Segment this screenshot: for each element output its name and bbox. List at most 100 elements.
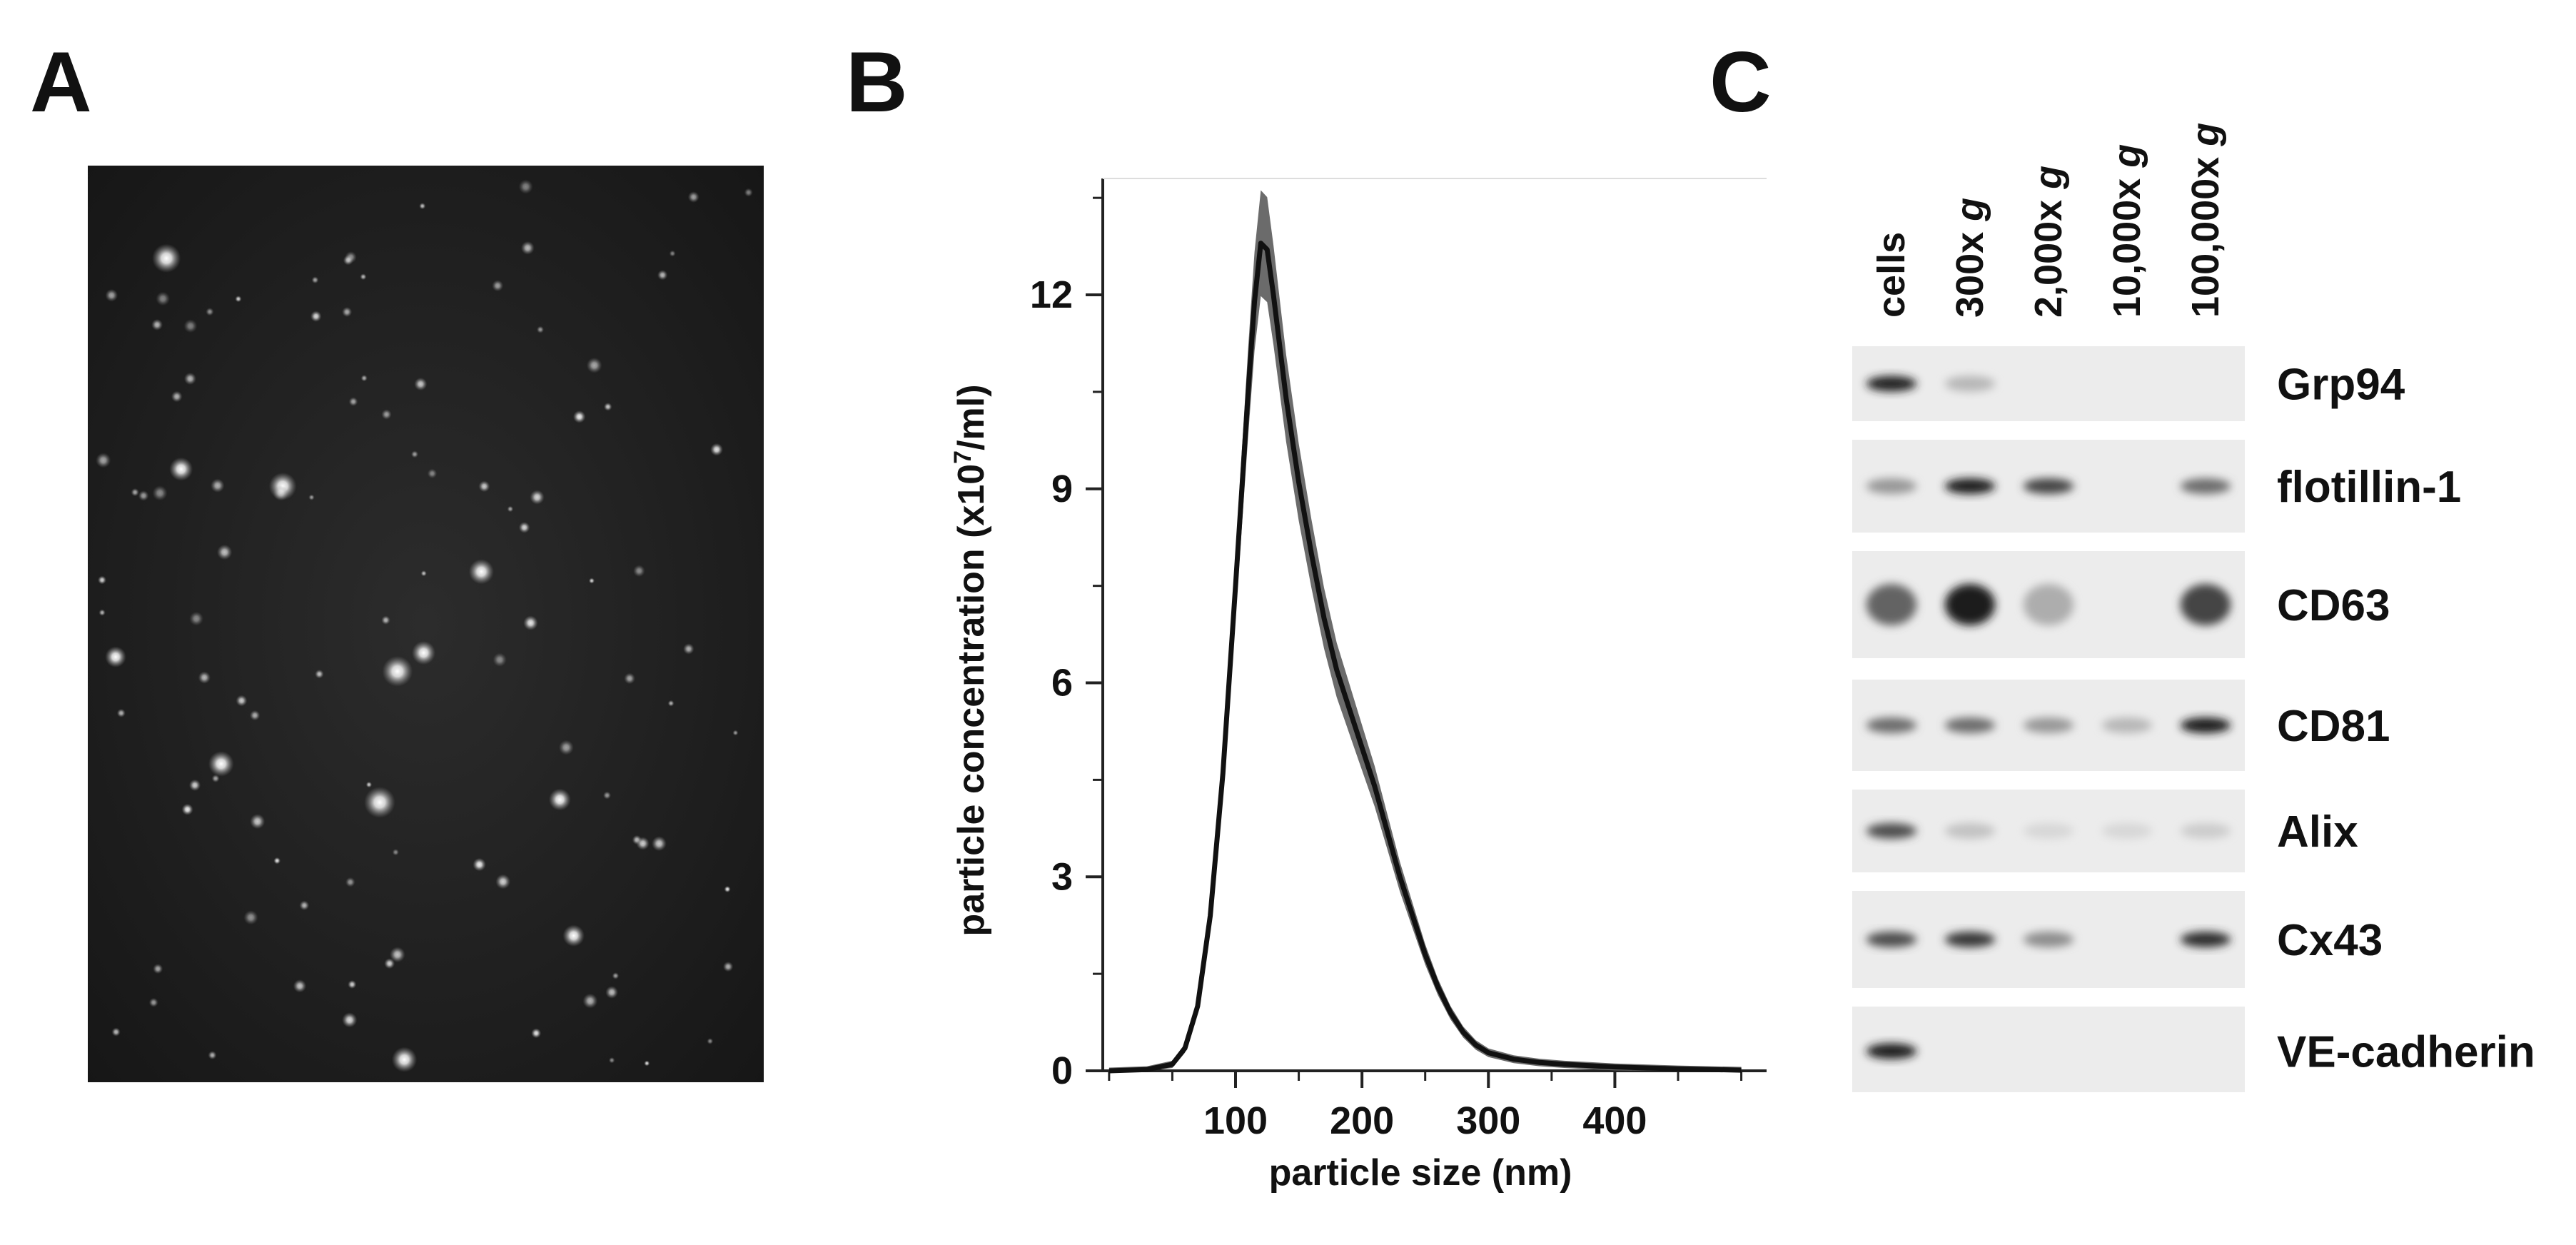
particle-spot xyxy=(365,781,373,788)
particle-spot xyxy=(414,377,428,391)
particle-spot xyxy=(382,656,413,687)
particle-spot xyxy=(520,241,535,255)
x-ticks: 100 200 300 400 xyxy=(1108,1071,1743,1142)
blot-band xyxy=(2023,717,2074,733)
particle-spot xyxy=(384,958,395,969)
x-tick-label: 400 xyxy=(1582,1099,1647,1142)
blot-band xyxy=(1866,932,1917,947)
particle-spot xyxy=(99,609,106,616)
particle-spot xyxy=(582,993,598,1009)
particle-spot xyxy=(216,544,233,560)
particle-spot xyxy=(605,986,618,999)
blot-row: CD81 xyxy=(1852,680,2390,771)
particle-spot xyxy=(518,522,530,533)
particle-spot xyxy=(153,964,163,974)
particle-spot xyxy=(636,837,650,850)
particle-spot xyxy=(493,652,507,667)
particle-spot xyxy=(381,409,392,420)
blot-band xyxy=(1866,478,1917,494)
particle-spot xyxy=(151,318,163,331)
band-label: Cx43 xyxy=(2277,916,2383,965)
particle-spot xyxy=(189,611,203,626)
particle-spot xyxy=(633,565,645,578)
blot-band xyxy=(2101,823,2153,839)
particle-spot xyxy=(348,397,358,406)
y-ticks: 0 3 6 9 12 xyxy=(1030,196,1103,1092)
particle-spot xyxy=(342,306,353,318)
particle-spot xyxy=(683,643,694,655)
particle-spot xyxy=(236,695,248,707)
band-label: flotillin-1 xyxy=(2277,463,2461,512)
particle-spot xyxy=(148,997,158,1007)
particle-spot xyxy=(608,1057,615,1064)
y-axis-title: particle concentration (x107/ml) xyxy=(949,384,992,936)
particle-spot xyxy=(249,710,261,721)
particle-spot xyxy=(651,836,667,852)
particle-spot xyxy=(208,751,234,777)
x-tick-label: 100 xyxy=(1203,1099,1268,1142)
blot-band xyxy=(1866,1043,1917,1059)
particle-spot xyxy=(478,480,490,493)
blot-band xyxy=(2023,932,2074,947)
particle-spot xyxy=(111,1027,121,1037)
particle-spot xyxy=(311,276,319,284)
particle-spot xyxy=(138,490,149,501)
particle-spot xyxy=(250,814,266,830)
particle-spot xyxy=(419,203,426,210)
panel-label-a: A xyxy=(30,34,92,130)
blot-band xyxy=(2180,478,2231,494)
blot-row: flotillin-1 xyxy=(1852,440,2461,533)
particle-spot xyxy=(492,280,504,292)
particle-spot xyxy=(381,615,390,625)
y-tick-label: 0 xyxy=(1051,1049,1073,1092)
particle-spot xyxy=(707,1038,714,1044)
western-blot: cells 300x g 2,000x g 10,000x g 100,000x g G… xyxy=(1852,123,2535,1092)
particle-spot xyxy=(293,979,307,993)
particle-spot xyxy=(299,900,310,911)
blot-band xyxy=(2180,823,2231,839)
particle-spot xyxy=(273,857,281,865)
size-distribution-chart: 0 3 6 9 12 100 200 300 400 particle size (nm) p… xyxy=(949,178,1767,1194)
particle-spot xyxy=(116,708,126,718)
particle-spot xyxy=(183,319,198,333)
particle-spot xyxy=(152,485,168,501)
blot-band xyxy=(1944,932,1996,947)
blot-band xyxy=(1944,584,1996,625)
particle-spot xyxy=(410,450,419,458)
particle-spot xyxy=(523,615,538,630)
particle-spot xyxy=(156,291,171,306)
particle-spot xyxy=(710,443,723,456)
particle-spot xyxy=(588,578,595,584)
blot-band xyxy=(1944,375,1996,392)
particle-spot xyxy=(308,494,315,500)
blot-strip xyxy=(1852,1007,2245,1092)
particle-spot xyxy=(531,1028,542,1039)
y-tick-label: 12 xyxy=(1030,273,1073,316)
particle-spot xyxy=(507,505,514,513)
particle-spot xyxy=(732,730,739,736)
blot-band xyxy=(2023,478,2074,494)
blot-band xyxy=(1866,717,1917,733)
particle-spot xyxy=(657,270,668,281)
particle-spot xyxy=(183,372,196,385)
particle-spot xyxy=(558,740,574,755)
particle-spot xyxy=(169,457,193,481)
blot-strips: Grp94 flotillin-1 CD63 CD81 Alix Cx43 VE-cadhe… xyxy=(1852,346,2535,1092)
band-label: Grp94 xyxy=(2277,361,2405,410)
particle-spot xyxy=(495,874,511,889)
particle-spot xyxy=(105,646,126,667)
particle-spot xyxy=(360,375,368,382)
particle-spot xyxy=(310,311,322,322)
particle-spot xyxy=(188,779,201,792)
particle-spot xyxy=(518,179,533,194)
blot-band xyxy=(2180,584,2231,625)
particle-spot xyxy=(345,877,355,887)
particle-spot xyxy=(391,1047,418,1072)
particle-spot xyxy=(392,849,399,856)
particle-spot xyxy=(273,485,289,501)
particle-spot xyxy=(612,972,620,979)
blot-strip xyxy=(1852,346,2245,421)
blot-band xyxy=(2023,584,2074,625)
particle-spot xyxy=(603,403,612,411)
particle-micrograph xyxy=(88,166,764,1082)
